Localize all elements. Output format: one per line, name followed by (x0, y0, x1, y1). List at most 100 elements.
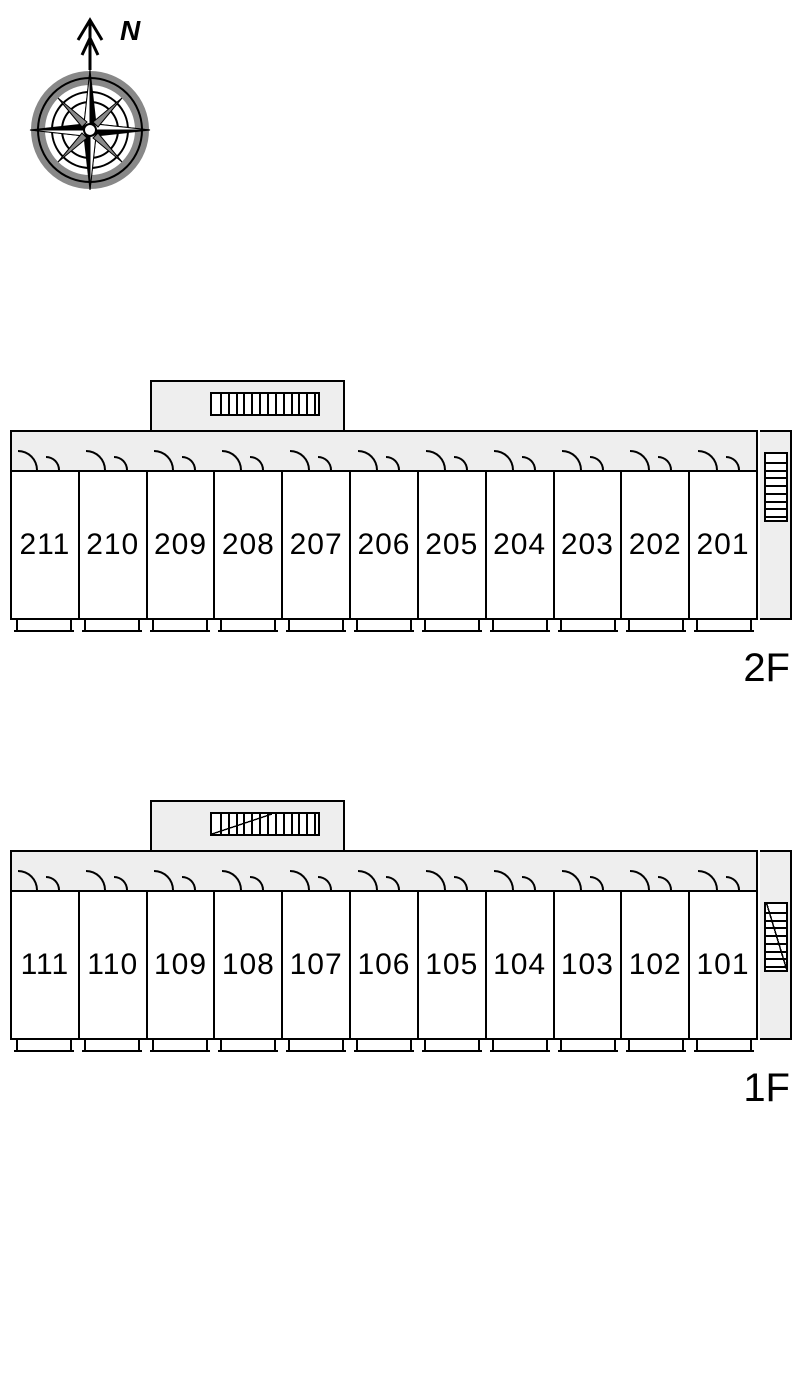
door-arc (698, 870, 718, 890)
unit-label: 103 (561, 948, 614, 982)
floor-plan-2f: 211210209208207206205204203202201 2F (10, 380, 790, 636)
door-arc (726, 876, 740, 890)
door-arc (630, 870, 650, 890)
unit-208: 208 (215, 472, 283, 618)
door-arc (86, 870, 106, 890)
unit-label: 208 (222, 528, 275, 562)
balcony-rail (282, 1040, 350, 1056)
corridor-2f (10, 430, 758, 470)
unit-label: 206 (357, 528, 410, 562)
balcony-rail (622, 620, 690, 636)
balcony-rail (78, 620, 146, 636)
side-stair-2f (760, 430, 792, 620)
floor-label-2f: 2F (743, 646, 790, 691)
unit-label: 202 (629, 528, 682, 562)
unit-204: 204 (487, 472, 555, 618)
balcony-rail (690, 620, 758, 636)
unit-label: 201 (697, 528, 750, 562)
unit-label: 205 (425, 528, 478, 562)
door-arc (590, 456, 604, 470)
unit-207: 207 (283, 472, 351, 618)
unit-label: 105 (425, 948, 478, 982)
balcony-rail (350, 1040, 418, 1056)
stair-hatch-2f (210, 392, 320, 416)
door-arc (182, 876, 196, 890)
balcony-rail (214, 1040, 282, 1056)
balcony-rail (214, 620, 282, 636)
unit-107: 107 (283, 892, 351, 1038)
stair-landing-2f (10, 380, 790, 430)
unit-label: 107 (290, 948, 343, 982)
balcony-rail (10, 620, 78, 636)
door-arc (222, 450, 242, 470)
balcony-rail (690, 1040, 758, 1056)
unit-209: 209 (148, 472, 216, 618)
stair-landing-1f (10, 800, 790, 850)
unit-108: 108 (215, 892, 283, 1038)
compass-rose: N (20, 10, 160, 215)
unit-106: 106 (351, 892, 419, 1038)
door-arc (726, 456, 740, 470)
unit-110: 110 (80, 892, 148, 1038)
unit-label: 203 (561, 528, 614, 562)
unit-210: 210 (80, 472, 148, 618)
side-stair-1f (760, 850, 792, 1040)
door-arc (522, 876, 536, 890)
balcony-row-1f (10, 1040, 758, 1056)
door-arc (658, 876, 672, 890)
door-arc (494, 870, 514, 890)
door-arc (522, 456, 536, 470)
floor-label-1f: 1F (743, 1066, 790, 1111)
unit-label: 110 (87, 948, 138, 982)
balcony-rail (282, 620, 350, 636)
compass-n-label: N (120, 15, 141, 46)
unit-label: 209 (154, 528, 207, 562)
door-arc (454, 876, 468, 890)
door-arc (18, 870, 38, 890)
door-arc (46, 876, 60, 890)
door-arc (250, 456, 264, 470)
door-arc (454, 456, 468, 470)
door-arc (658, 456, 672, 470)
compass-svg: N (20, 10, 160, 210)
balcony-rail (622, 1040, 690, 1056)
door-arc (18, 450, 38, 470)
unit-206: 206 (351, 472, 419, 618)
door-arc (86, 450, 106, 470)
balcony-rail (418, 620, 486, 636)
unit-203: 203 (555, 472, 623, 618)
floor-plan-1f: 111110109108107106105104103102101 1F (10, 800, 790, 1056)
door-arc (358, 450, 378, 470)
unit-label: 109 (154, 948, 207, 982)
unit-109: 109 (148, 892, 216, 1038)
balcony-rail (78, 1040, 146, 1056)
door-arc (562, 450, 582, 470)
unit-label: 111 (21, 948, 70, 982)
stair-hatch-1f (210, 812, 320, 836)
balcony-row-2f (10, 620, 758, 636)
door-arc (154, 870, 174, 890)
side-stair-steps-1f (764, 902, 788, 972)
unit-label: 210 (86, 528, 139, 562)
door-arc (290, 450, 310, 470)
balcony-rail (146, 620, 214, 636)
units-row-1f: 111 110 109108107106105 104103 102 101 (10, 890, 758, 1040)
door-arc (114, 876, 128, 890)
door-arc (358, 870, 378, 890)
unit-104: 104 (487, 892, 555, 1038)
units-row-2f: 211210 209 208207206 205 204203 202 201 (10, 470, 758, 620)
door-arc (698, 450, 718, 470)
unit-label: 101 (697, 948, 750, 982)
unit-211: 211 (12, 472, 80, 618)
door-arc (318, 876, 332, 890)
unit-103: 103 (555, 892, 623, 1038)
balcony-rail (350, 620, 418, 636)
door-arc (630, 450, 650, 470)
unit-label: 102 (629, 948, 682, 982)
door-arc (250, 876, 264, 890)
door-arc (182, 456, 196, 470)
unit-105: 105 (419, 892, 487, 1038)
door-arc (114, 456, 128, 470)
door-arc (46, 456, 60, 470)
door-arc (386, 876, 400, 890)
